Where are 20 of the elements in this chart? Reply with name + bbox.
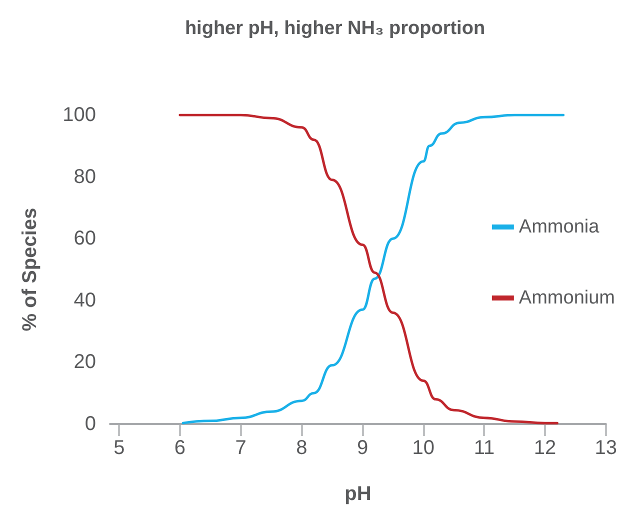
y-tick-label: 100	[62, 104, 96, 126]
x-axis-title: pH	[344, 483, 372, 505]
y-tick-label: 60	[74, 228, 96, 250]
x-tick-label: 9	[356, 437, 368, 459]
y-tick-label: 80	[74, 166, 96, 188]
x-tick-label: 8	[296, 437, 308, 459]
chart-title: higher pH, higher NH₃ proportion	[184, 18, 486, 39]
x-tick-label: 13	[594, 437, 617, 459]
legend-label: Ammonia	[518, 216, 600, 238]
x-tick-label: 10	[412, 437, 434, 459]
y-axis-title: % of Species	[19, 208, 41, 332]
y-tick-label: 20	[74, 351, 96, 374]
x-tick-label: 6	[174, 437, 186, 459]
y-tick-label: 0	[84, 413, 96, 435]
x-tick-label: 11	[474, 437, 495, 459]
x-tick-label: 5	[114, 437, 125, 459]
legend-label: Ammonium	[518, 288, 615, 308]
x-tick-label: 12	[534, 437, 556, 459]
x-tick-label: 7	[235, 437, 246, 459]
y-tick-label: 40	[74, 289, 96, 312]
